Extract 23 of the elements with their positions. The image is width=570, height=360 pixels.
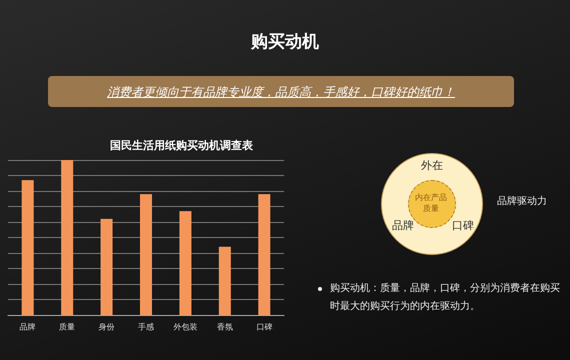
x-tick-label: 香氛 (216, 322, 233, 332)
text: 购买动机：质量，品牌，口碑，分别为消费者在购买时最大的购买行为的内在驱动力。 (330, 282, 561, 314)
bar (22, 180, 34, 315)
text: 口碑 (452, 218, 474, 233)
text: 品牌驱动力 (497, 194, 547, 208)
x-tick-label: 品牌 (20, 322, 36, 332)
bar (218, 246, 231, 315)
chart-subtitle: 国民生活用纸购买动机调查表 (110, 139, 254, 152)
text: 品牌 (392, 218, 414, 233)
text: 消费者更倾向于有品牌专业度，品质高，手感好，口碑好的纸巾！ (106, 84, 456, 101)
x-tick-label: 外包装 (173, 322, 198, 332)
x-tick-label: 质量 (59, 322, 76, 332)
bar (61, 160, 74, 315)
bar (179, 211, 192, 315)
bar (140, 194, 152, 315)
text: 外在 (421, 158, 443, 173)
chart-title: 购买动机 (250, 31, 320, 53)
text: 内在产品质量 (414, 192, 448, 214)
x-tick-label: 身份 (98, 322, 115, 332)
bar (100, 218, 113, 315)
x-tick-label: 手感 (138, 322, 154, 332)
bar (258, 194, 270, 315)
x-tick-label: 口碑 (256, 322, 272, 332)
